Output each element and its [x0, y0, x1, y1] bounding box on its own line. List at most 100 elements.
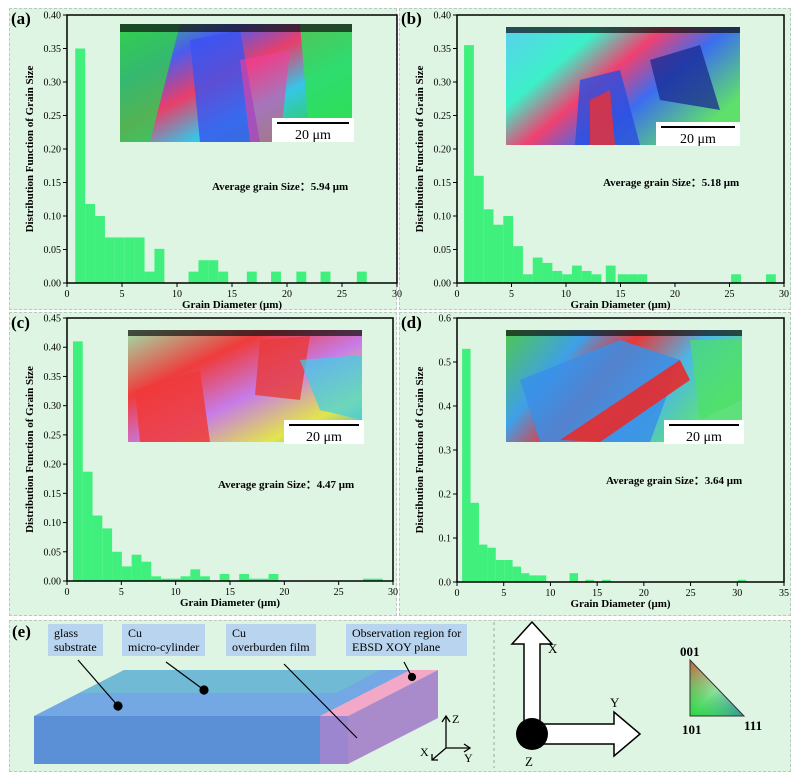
y-tick-label: 0.35 [44, 372, 62, 383]
bar [134, 237, 145, 283]
panel-label-d: (d) [401, 313, 422, 332]
histogram-b: 0.00 0.05 0.10 0.15 0.20 0.25 0.30 0.35 0.40 0 5 10… [414, 11, 789, 312]
scale-bar-d: 20 μm [664, 420, 744, 445]
avg-grain-size-b: Average grain Size：5.18 μm [603, 177, 739, 189]
y-tick-label: 0.1 [439, 534, 452, 545]
bar [296, 271, 307, 283]
x-tick-label: 0 [455, 588, 460, 599]
bar [470, 502, 479, 582]
scale-bar-d-label: 20 μm [686, 430, 722, 445]
y-tick-label: 0.00 [44, 279, 62, 290]
bar [483, 209, 494, 283]
x-axis-title: Grain Diameter (μm) [182, 299, 282, 311]
x-tick-label: 15 [225, 587, 235, 598]
bar [200, 576, 210, 581]
y-tick-label: 0.00 [434, 279, 452, 290]
bar [246, 271, 257, 283]
bar [198, 260, 209, 283]
y-axis-title: Distribution Function of Grain Size [414, 65, 426, 232]
y-tick-label: 0.05 [434, 245, 452, 256]
x-tick-label: 25 [337, 289, 347, 300]
bar [249, 578, 259, 581]
bar [239, 573, 250, 581]
bar [82, 471, 93, 581]
y-tick-label: 0.40 [44, 343, 62, 354]
bar [552, 270, 563, 283]
bar [372, 578, 383, 581]
avg-grain-size-d: Average grain Size：3.64 μm [606, 475, 742, 487]
x-tick-label: 25 [725, 289, 735, 300]
panel-label-a: (a) [11, 9, 31, 28]
bar [585, 579, 594, 582]
scale-bar-c-label: 20 μm [306, 430, 342, 445]
y-tick-label: 0.4 [439, 402, 452, 413]
x-tick-label: 10 [561, 289, 571, 300]
bar [104, 237, 115, 283]
x-tick-label: 5 [119, 587, 124, 598]
y-tick-label: 0.45 [44, 314, 62, 325]
bar [151, 576, 161, 581]
bar [495, 560, 505, 582]
bar [102, 528, 113, 581]
bar [72, 341, 83, 581]
bar [144, 271, 155, 283]
bar [569, 573, 578, 582]
bar [208, 260, 219, 283]
bar [141, 561, 152, 581]
bar [513, 246, 523, 283]
histogram-a: 0.00 0.05 0.10 0.15 0.20 0.25 0.30 0.35 0.40 0 5 10… [24, 11, 402, 312]
x-tick-label: 30 [392, 289, 402, 300]
bar [571, 265, 582, 283]
bar [462, 348, 471, 582]
bar [363, 578, 373, 581]
bar [180, 576, 191, 581]
x-tick-label: 35 [779, 588, 789, 599]
bar [487, 547, 496, 582]
bar [124, 237, 135, 283]
bar [637, 274, 648, 283]
scale-bar-c: 20 μm [284, 420, 364, 445]
avg-grain-size-c: Average grain Size：4.47 μm [218, 479, 354, 491]
bar [95, 216, 105, 283]
x-axis-title: Grain Diameter (μm) [180, 597, 280, 609]
x-tick-label: 10 [172, 289, 182, 300]
y-tick-label: 0.00 [44, 577, 62, 588]
bar [218, 271, 229, 283]
x-tick-label: 5 [120, 289, 125, 300]
y-tick-label: 0.10 [434, 212, 452, 223]
bar [268, 573, 279, 581]
x-tick-label: 25 [686, 588, 696, 599]
bar [532, 257, 543, 283]
y-tick-label: 0.35 [44, 44, 62, 55]
x-tick-label: 30 [388, 587, 398, 598]
bar [131, 554, 142, 581]
y-tick-label: 0.25 [44, 430, 62, 441]
bar [520, 573, 530, 582]
bar [464, 45, 474, 284]
x-axis-title: Grain Diameter (μm) [570, 299, 670, 311]
bar [154, 248, 165, 283]
x-tick-label: 20 [282, 289, 292, 300]
bar [766, 274, 776, 283]
bar [522, 274, 533, 283]
y-tick-label: 0.30 [44, 78, 62, 89]
y-tick-label: 0.05 [44, 245, 62, 256]
bar [75, 48, 86, 283]
bar [85, 203, 96, 283]
bar [731, 274, 741, 283]
callout-glass-substrate: glass substrate [48, 624, 103, 656]
ebsd-map-b [506, 27, 740, 145]
y-tick-label: 0.35 [434, 44, 452, 55]
bar [503, 216, 514, 283]
bar [602, 579, 611, 582]
scale-bar-a-label: 20 μm [295, 128, 331, 143]
bar [258, 578, 269, 581]
x-tick-label: 25 [334, 587, 344, 598]
bar [504, 560, 513, 582]
charts-svg: (a) (b) (c) (d) 20 μm [11, 9, 789, 610]
bar [170, 578, 181, 581]
x-tick-label: 15 [227, 289, 237, 300]
x-tick-label: 5 [509, 289, 514, 300]
y-axis-title: Distribution Function of Grain Size [24, 366, 36, 533]
bar [529, 575, 538, 582]
